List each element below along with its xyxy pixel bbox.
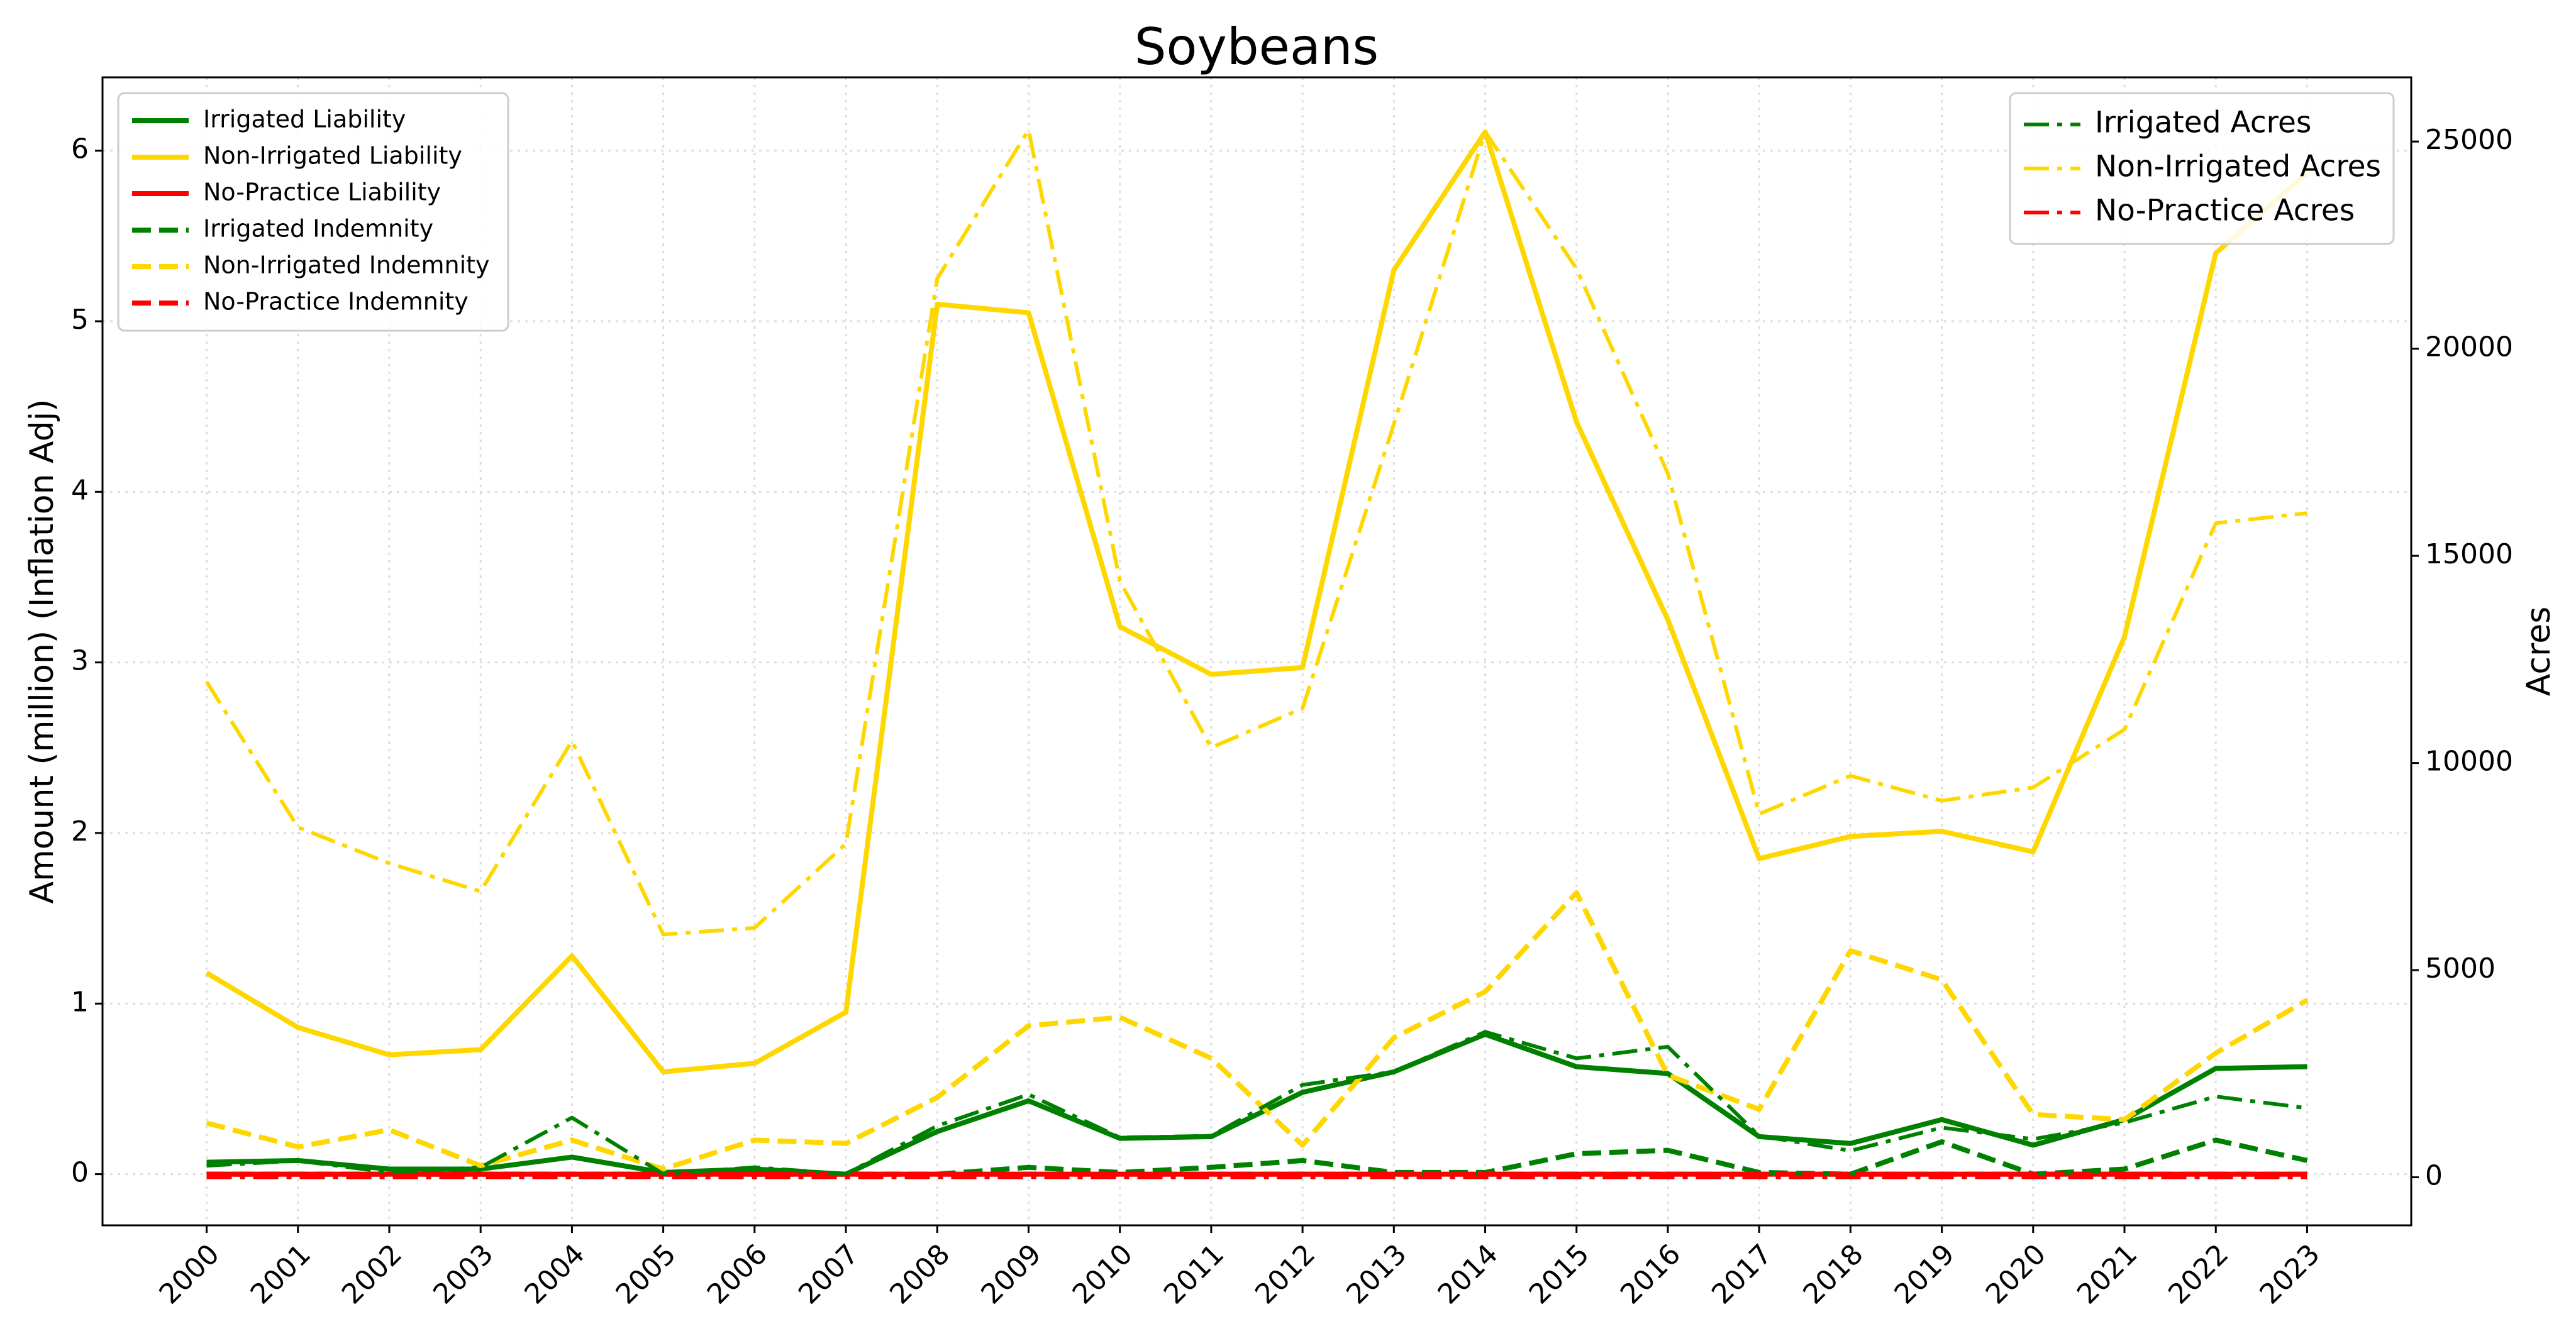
y-tick-label: 2 bbox=[71, 815, 89, 847]
y2-tick-label: 20000 bbox=[2425, 331, 2513, 363]
series-line bbox=[205, 129, 2309, 1074]
legend-box bbox=[117, 92, 509, 332]
y2-axis-label: Acres bbox=[2520, 607, 2558, 697]
series-line bbox=[205, 128, 2307, 937]
legend-box bbox=[2009, 92, 2395, 245]
legend-label: No-Practice Acres bbox=[2095, 194, 2355, 228]
y-tick-label: 1 bbox=[71, 986, 89, 1018]
legend-label: Non-Irrigated Acres bbox=[2095, 150, 2381, 184]
legend-label: No-Practice Liability bbox=[203, 179, 441, 206]
y2-tick-label: 5000 bbox=[2425, 952, 2496, 985]
series-line bbox=[206, 1032, 2307, 1177]
y-tick-label: 3 bbox=[71, 645, 89, 677]
series-line bbox=[206, 890, 2309, 1172]
legend-label: Non-Irrigated Indemnity bbox=[203, 251, 490, 279]
y-tick-label: 5 bbox=[71, 304, 89, 336]
series-line bbox=[206, 1137, 2308, 1177]
y2-tick-label: 15000 bbox=[2425, 538, 2513, 570]
series-line bbox=[206, 1030, 2307, 1176]
y-axis-label: Amount (million) (Inflation Adj) bbox=[23, 399, 61, 904]
y2-tick-label: 10000 bbox=[2425, 746, 2513, 778]
legend-label: Irrigated Liability bbox=[203, 106, 406, 133]
legend: Irrigated Acres Non-Irrigated Acres No-Pra… bbox=[2009, 92, 2395, 245]
plot-frame bbox=[101, 76, 2412, 1227]
y-tick-label: 6 bbox=[71, 133, 89, 165]
legend-label: Non-Irrigated Liability bbox=[203, 142, 462, 170]
legend: Irrigated Liability Non-Irrigated Liabili… bbox=[117, 92, 509, 332]
y2-tick-label: 0 bbox=[2425, 1160, 2443, 1192]
y-tick-label: 4 bbox=[71, 474, 89, 506]
y2-tick-label: 25000 bbox=[2425, 124, 2513, 156]
legend-label: No-Practice Indemnity bbox=[203, 288, 469, 316]
legend-label: Irrigated Acres bbox=[2095, 106, 2311, 140]
legend-label: Irrigated Indemnity bbox=[203, 215, 433, 243]
chart-title: Soybeans bbox=[1135, 18, 1379, 76]
y-tick-label: 0 bbox=[71, 1157, 89, 1189]
